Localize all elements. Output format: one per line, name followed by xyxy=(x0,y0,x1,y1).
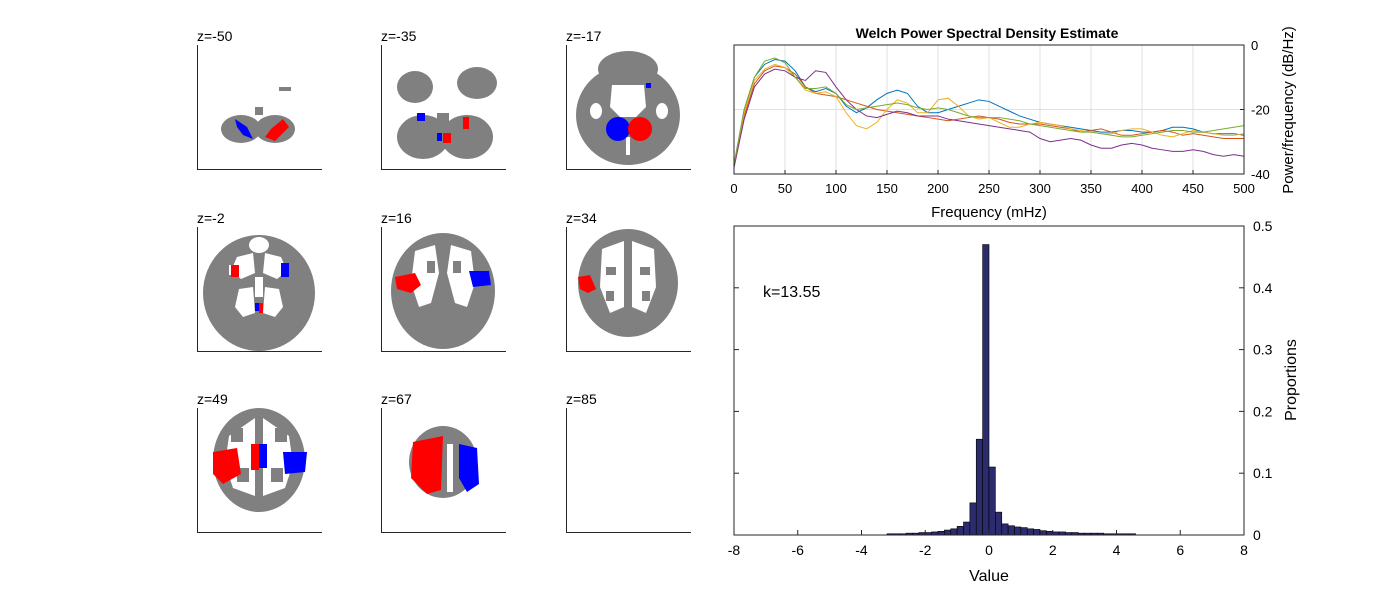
x-tick-label: 4 xyxy=(1113,542,1121,558)
x-tick-label: 250 xyxy=(978,181,1000,196)
x-tick-label: 0 xyxy=(985,542,993,558)
x-tick-label: 2 xyxy=(1049,542,1057,558)
histogram-bar xyxy=(1002,524,1008,535)
histogram-bar xyxy=(938,531,944,535)
x-tick-label: 300 xyxy=(1029,181,1051,196)
x-tick-label: 0 xyxy=(730,181,737,196)
y-tick-label: 0.1 xyxy=(1253,465,1273,481)
psd-chart: Welch Power Spectral Density Estimate 0 5… xyxy=(730,25,1297,221)
histogram-bars xyxy=(887,245,1136,535)
x-tick-label: 150 xyxy=(876,181,898,196)
x-tick-label: 500 xyxy=(1233,181,1255,196)
histogram-bar xyxy=(1015,527,1021,535)
grid-lines xyxy=(734,45,1244,174)
kurtosis-annotation: k=13.55 xyxy=(763,284,820,301)
histogram-bar xyxy=(964,522,970,535)
histogram-bar xyxy=(1040,531,1046,535)
x-tick-label: 400 xyxy=(1131,181,1153,196)
x-tick-label: 6 xyxy=(1176,542,1184,558)
x-axis-label: Value xyxy=(969,568,1009,585)
y-tick-label: 0.4 xyxy=(1253,280,1273,296)
y-tick-labels: 0 0.1 0.2 0.3 0.4 0.5 xyxy=(734,218,1273,543)
x-tick-label: -8 xyxy=(728,542,741,558)
histogram-bar xyxy=(983,245,989,535)
y-tick-label: 0.3 xyxy=(1253,342,1273,358)
histogram-bar xyxy=(1034,529,1040,535)
x-tick-label: 8 xyxy=(1240,542,1248,558)
histogram-chart: -8 -6 -4 -2 0 2 4 6 8 0 0.1 0.2 0.3 0.4 0.5 k=13.55 V… xyxy=(728,218,1300,585)
histogram-bar xyxy=(989,467,995,535)
histogram-bar xyxy=(995,512,1001,535)
histogram-bar xyxy=(1021,528,1027,535)
x-tick-label: -2 xyxy=(919,542,932,558)
x-tick-label: 350 xyxy=(1080,181,1102,196)
histogram-bar xyxy=(951,529,957,535)
x-tick-label: -6 xyxy=(792,542,805,558)
y-tick-label: -40 xyxy=(1251,167,1270,182)
y-tick-label: 0 xyxy=(1251,38,1258,53)
chart-title: Welch Power Spectral Density Estimate xyxy=(856,25,1119,41)
y-axis-label: Power/frequency (dB/Hz) xyxy=(1280,26,1297,194)
x-tick-label: 200 xyxy=(927,181,949,196)
x-tick-label: 100 xyxy=(825,181,847,196)
histogram-bar xyxy=(957,526,963,535)
y-tick-label: 0.5 xyxy=(1253,218,1273,234)
y-tick-label: 0 xyxy=(1253,527,1261,543)
y-tick-label: -20 xyxy=(1251,103,1270,118)
histogram-bar xyxy=(1046,531,1052,535)
histogram-bar xyxy=(1008,526,1014,535)
x-tick-label: 450 xyxy=(1182,181,1204,196)
x-tick-label: 50 xyxy=(778,181,792,196)
histogram-bar xyxy=(1027,529,1033,535)
histogram-bar xyxy=(944,530,950,535)
y-axis-label: Proportions xyxy=(1283,339,1300,421)
x-axis-label: Frequency (mHz) xyxy=(931,204,1047,221)
histogram-bar xyxy=(970,503,976,535)
x-tick-label: -4 xyxy=(855,542,868,558)
y-tick-label: 0.2 xyxy=(1253,403,1273,419)
histogram-bar xyxy=(976,439,982,535)
